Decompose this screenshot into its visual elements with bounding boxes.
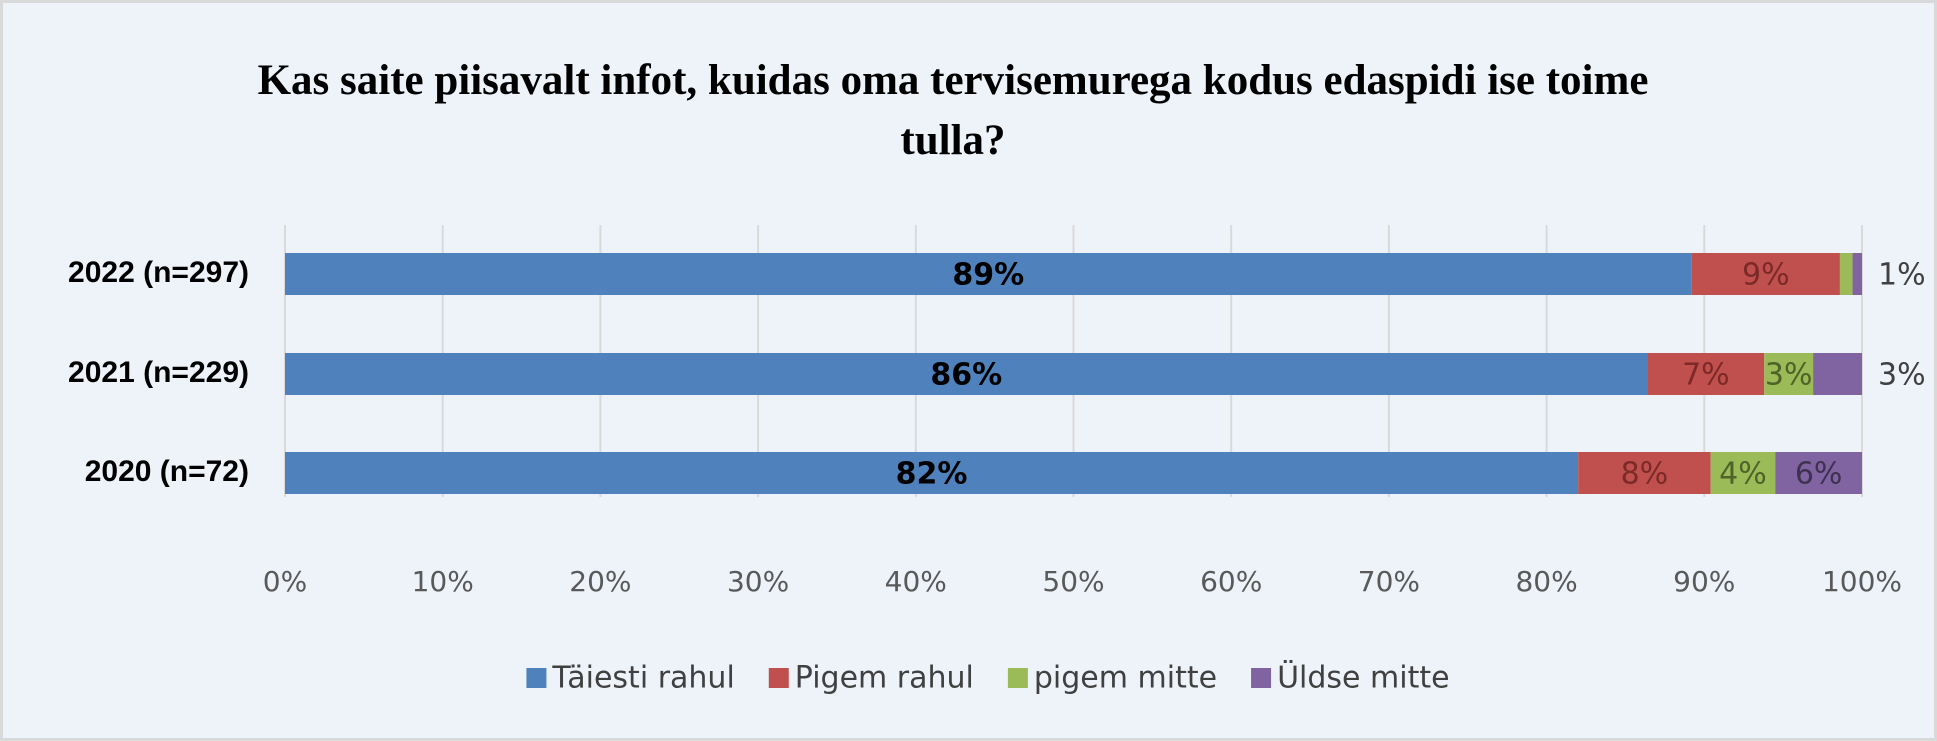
data-label: 86% (930, 358, 1002, 393)
bar-segment (1852, 253, 1862, 295)
legend-label: pigem mitte (1034, 661, 1217, 696)
bar-segment (1764, 353, 1814, 395)
bar-segment (285, 353, 1648, 395)
bar-segment (1813, 353, 1862, 395)
data-label: 1% (1878, 258, 1926, 293)
x-tick-label: 0% (263, 565, 307, 598)
x-tick-label: 30% (727, 565, 789, 598)
x-tick-label: 40% (885, 565, 947, 598)
data-label: 7% (1682, 358, 1730, 393)
legend-swatch (1007, 668, 1028, 688)
data-label: 3% (1878, 358, 1926, 393)
bar-segment (1691, 253, 1840, 295)
bar-segment (1839, 253, 1853, 295)
data-label: 6% (1795, 457, 1843, 492)
data-label: 4% (1719, 457, 1767, 492)
chart-title: Kas saite piisavalt infot, kuidas oma te… (257, 57, 1649, 164)
data-label: 82% (896, 457, 968, 492)
data-label: 89% (952, 258, 1024, 293)
x-tick-label: 50% (1042, 565, 1104, 598)
x-tick-label: 60% (1200, 565, 1262, 598)
x-tick-label: 100% (1822, 565, 1902, 598)
y-tick-label: 2022 (n=297) (68, 256, 249, 289)
legend-swatch (768, 668, 789, 688)
data-label: 9% (1742, 258, 1790, 293)
legend-label: Täiesti rahul (551, 661, 734, 696)
x-tick-label: 90% (1673, 565, 1735, 598)
legend-label: Pigem rahul (795, 661, 974, 696)
legend: Täiesti rahul Pigem rahul pigem mitte Üldse… (526, 660, 1450, 696)
data-label: 8% (1621, 457, 1669, 492)
bar-segment (285, 253, 1692, 295)
x-tick-label: 20% (569, 565, 631, 598)
x-tick-label: 70% (1358, 565, 1420, 598)
legend-label: Üldse mitte (1277, 660, 1450, 696)
legend-swatch (526, 668, 547, 688)
bar-segment (1710, 452, 1776, 494)
y-tick-label: 2020 (n=72) (85, 455, 249, 488)
chart: 0% 10% 20% 30% 40% 50% 60% 70% 80% 90% 100% 2022 (n… (68, 225, 1926, 696)
bar-segment (1775, 452, 1862, 494)
x-tick-label: 10% (412, 565, 474, 598)
bar-segment (1578, 452, 1711, 494)
y-tick-label: 2021 (n=229) (68, 356, 249, 389)
data-label: 3% (1765, 358, 1813, 393)
x-tick-label: 80% (1515, 565, 1577, 598)
legend-swatch (1251, 668, 1272, 688)
bar-segment (1647, 353, 1765, 395)
bar-segment (285, 452, 1579, 494)
